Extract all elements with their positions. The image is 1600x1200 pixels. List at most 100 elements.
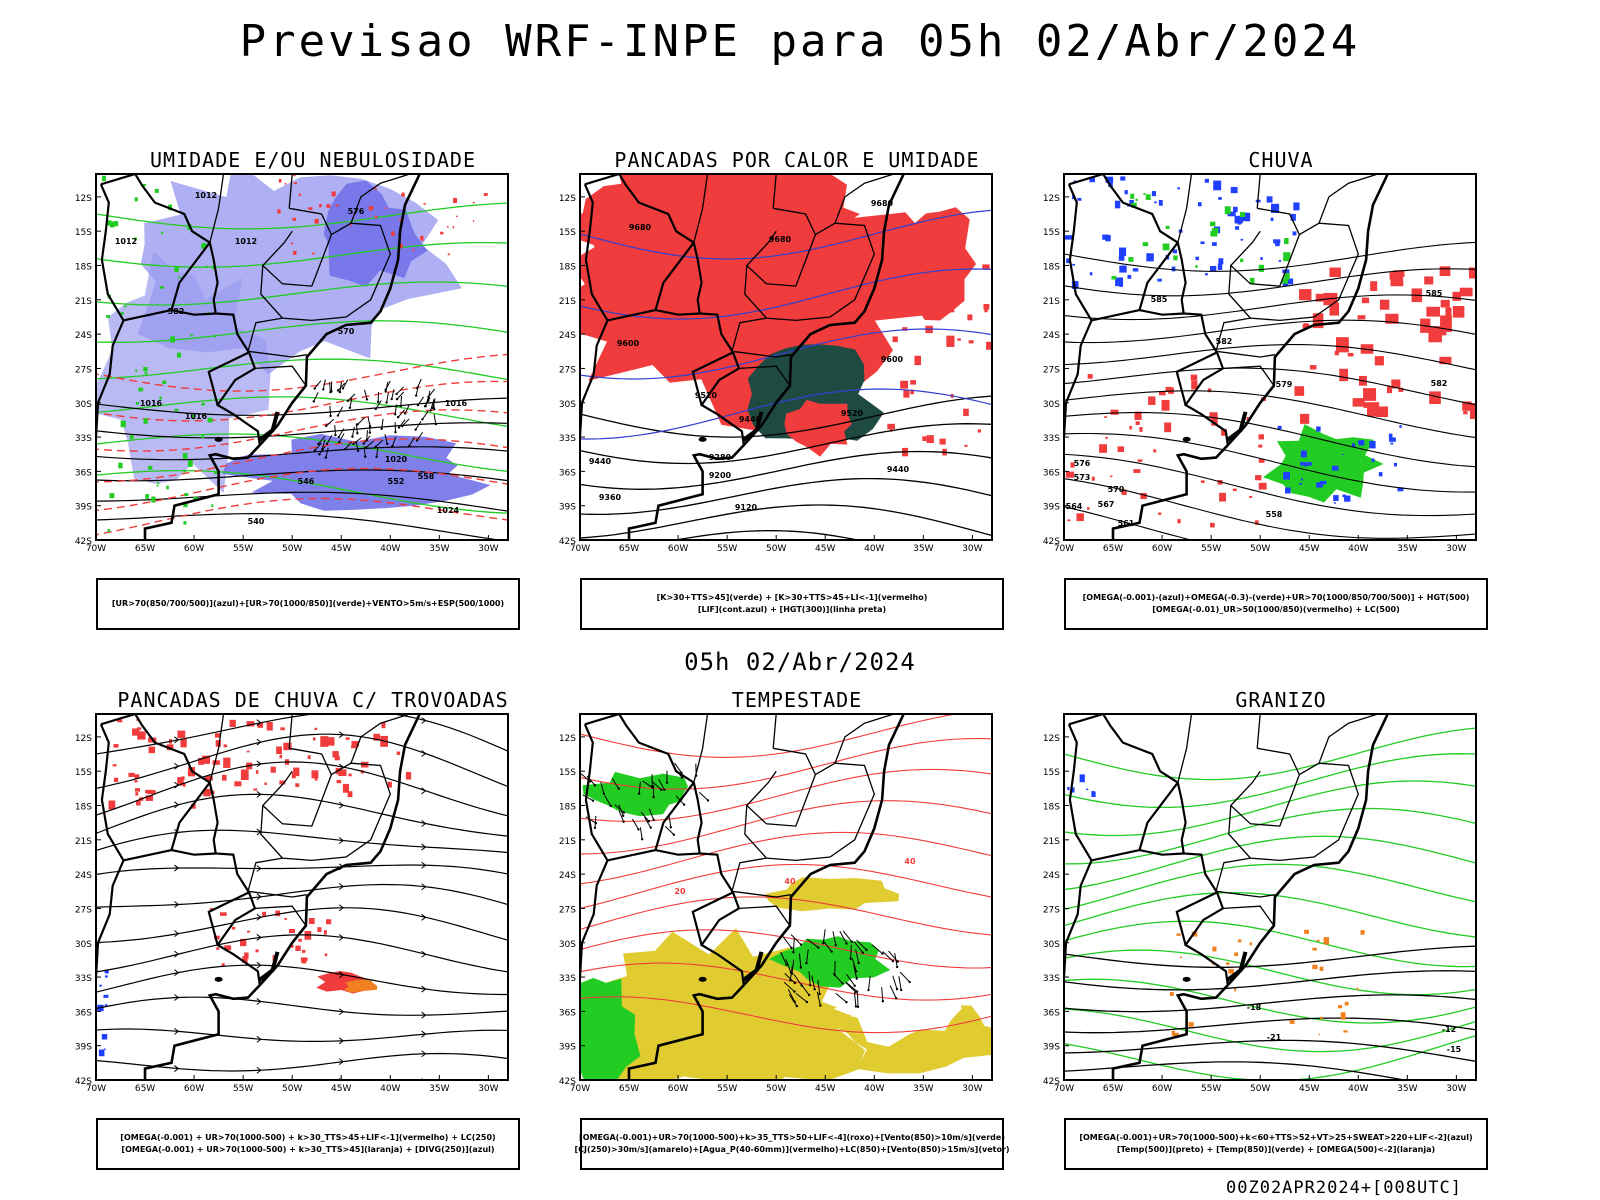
wind-vector [846, 974, 856, 987]
red-speckle [1110, 409, 1119, 415]
wind-vector [631, 818, 639, 830]
legend-line: [OMEGA(-0.001)+UR>70(1000-500)+k<60+TTS>… [1079, 1133, 1473, 1142]
border-line [1215, 857, 1276, 898]
red-speckle [1139, 427, 1143, 432]
border-line [1067, 183, 1179, 322]
blue-speckle [1369, 440, 1376, 449]
panel-legend: [OMEGA(-0.001) + UR>70(1000-500) + k>30_… [96, 1118, 520, 1170]
panel-legend: [OMEGA(-0.001)+UR>70(1000-500)+k>35_TTS>… [574, 1118, 1010, 1170]
red-speckle [326, 737, 335, 746]
blue-speckle [1266, 196, 1273, 203]
wind-vector-head [346, 399, 349, 403]
wind-vector-head [343, 448, 347, 451]
wind-vector [845, 982, 857, 993]
orange-speckle [1356, 987, 1359, 991]
contour-label: 552 [388, 477, 405, 486]
wind-vector-head [622, 811, 626, 814]
pressure-contour [96, 446, 508, 461]
green-speckle [123, 305, 127, 308]
contour-label: 1016 [185, 412, 208, 421]
border-line [254, 365, 307, 386]
wind-vector-head [593, 826, 597, 830]
lat-tick-label: 12S [75, 734, 92, 744]
contour-label: 558 [1266, 510, 1283, 519]
contour-label: 582 [1216, 337, 1233, 346]
red-speckle [968, 340, 974, 344]
wind-vector-head [338, 390, 342, 394]
wind-vector [855, 949, 860, 964]
pressure-contour [96, 422, 508, 439]
red-speckle [1087, 507, 1090, 510]
panel-title: CHUVA [1248, 148, 1314, 172]
green-speckle [183, 469, 187, 473]
red-speckle [314, 777, 318, 781]
wind-vector [835, 992, 847, 1003]
main-title: Previsao WRF-INPE para 05h 02/Abr/2024 [239, 16, 1361, 67]
red-speckle [270, 766, 276, 773]
wind-vector [425, 396, 430, 407]
red-speckle [323, 930, 327, 935]
red-speckle [308, 918, 315, 924]
green-speckle [177, 276, 181, 279]
red-speckle [420, 235, 424, 241]
lat-tick-label: 39S [75, 503, 92, 513]
green-speckle [1284, 238, 1289, 245]
red-speckle [926, 435, 934, 444]
lat-tick-label: 18S [75, 803, 92, 813]
red-speckle [1137, 459, 1143, 462]
lat-tick-label: 21S [1043, 837, 1060, 847]
lon-tick-label: 30W [478, 544, 498, 554]
red-speckle [1463, 411, 1468, 415]
lon-tick-label: 45W [815, 544, 835, 554]
border-line [745, 747, 817, 827]
red-speckle [1426, 306, 1440, 317]
streamline-arrow [338, 904, 345, 912]
temp850-contour [1064, 753, 1476, 809]
legend-line: [UR>70(850/700/500)](azul)+[UR>70(1000/8… [111, 599, 505, 608]
red-speckle [1258, 434, 1264, 440]
red-speckle [221, 774, 227, 781]
hgt300-contour [580, 477, 992, 516]
wind-vector-head [822, 941, 825, 945]
wind-vector-head [850, 940, 854, 943]
red-speckle [317, 927, 322, 932]
blue-speckle [1198, 202, 1202, 207]
streamline-arrow [338, 1008, 345, 1016]
green-speckle [184, 493, 189, 497]
wind-vector [397, 409, 406, 418]
lif-contour [580, 328, 992, 380]
red-speckle [1339, 368, 1349, 382]
red-speckle [350, 745, 357, 749]
wind-vector-head [793, 1000, 796, 1003]
red-speckle [1209, 412, 1218, 419]
blue-speckle [1132, 268, 1139, 272]
contour-label: 20 [674, 887, 686, 896]
lat-tick-label: 24S [559, 871, 576, 881]
lon-tick-label: 50W [1250, 544, 1270, 554]
border-line [738, 365, 791, 386]
red-speckle [1334, 350, 1339, 356]
red-speckle [1445, 307, 1452, 316]
blue-speckle [1066, 258, 1071, 264]
border-line [209, 174, 225, 243]
lon-tick-label: 55W [233, 1084, 253, 1094]
red-speckle [219, 912, 227, 916]
wind-vector-head [845, 1001, 848, 1004]
border-line [583, 183, 695, 322]
red-speckle [255, 949, 259, 953]
streamline-250 [96, 714, 508, 755]
wind-vector-head [322, 388, 325, 391]
forecast-time-label: 05h 02/Abr/2024 [684, 648, 916, 676]
red-speckle [1440, 315, 1452, 333]
hgt500-contour [1064, 268, 1476, 297]
temp850-contour [1064, 1035, 1476, 1080]
green-speckle [1142, 242, 1149, 247]
red-speckle [887, 423, 896, 430]
blue-speckle [1195, 256, 1199, 261]
orange-speckle [1312, 964, 1318, 970]
wind-vector [415, 420, 422, 430]
lagoa [1225, 951, 1248, 983]
red-speckle [986, 341, 992, 350]
red-speckle [334, 755, 340, 761]
humidity-green-contour [96, 433, 508, 472]
